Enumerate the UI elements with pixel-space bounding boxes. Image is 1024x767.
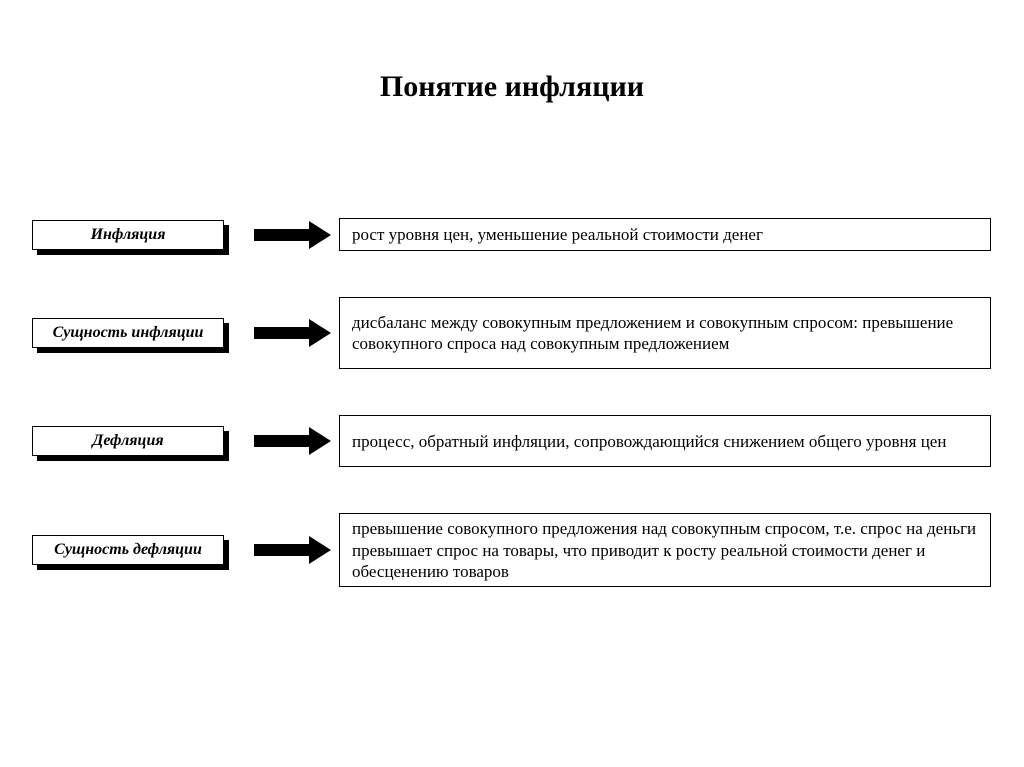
definition-box: рост уровня цен, уменьшение реальной сто…: [339, 218, 991, 251]
arrow-right-icon: [254, 536, 331, 564]
page-title: Понятие инфляции: [0, 70, 1024, 104]
arrow-right-icon: [254, 221, 331, 249]
definition-box: превышение совокупного предложения над с…: [339, 513, 991, 587]
term-box: Инфляция: [32, 220, 224, 250]
term-box: Дефляция: [32, 426, 224, 456]
arrow-right-icon: [254, 427, 331, 455]
page: Понятие инфляции Инфляция рост уровня це…: [0, 0, 1024, 767]
arrow-right-icon: [254, 319, 331, 347]
definition-row: Дефляция процесс, обратный инфляции, соп…: [32, 415, 992, 467]
definition-rows: Инфляция рост уровня цен, уменьшение реа…: [32, 218, 992, 633]
term-box: Сущность дефляции: [32, 535, 224, 565]
definition-row: Сущность инфляции дисбаланс между совоку…: [32, 297, 992, 369]
definition-row: Сущность дефляции превышение совокупного…: [32, 513, 992, 587]
definition-box: дисбаланс между совокупным предложением …: [339, 297, 991, 369]
definition-row: Инфляция рост уровня цен, уменьшение реа…: [32, 218, 992, 251]
term-box: Сущность инфляции: [32, 318, 224, 348]
definition-box: процесс, обратный инфляции, сопровождающ…: [339, 415, 991, 467]
